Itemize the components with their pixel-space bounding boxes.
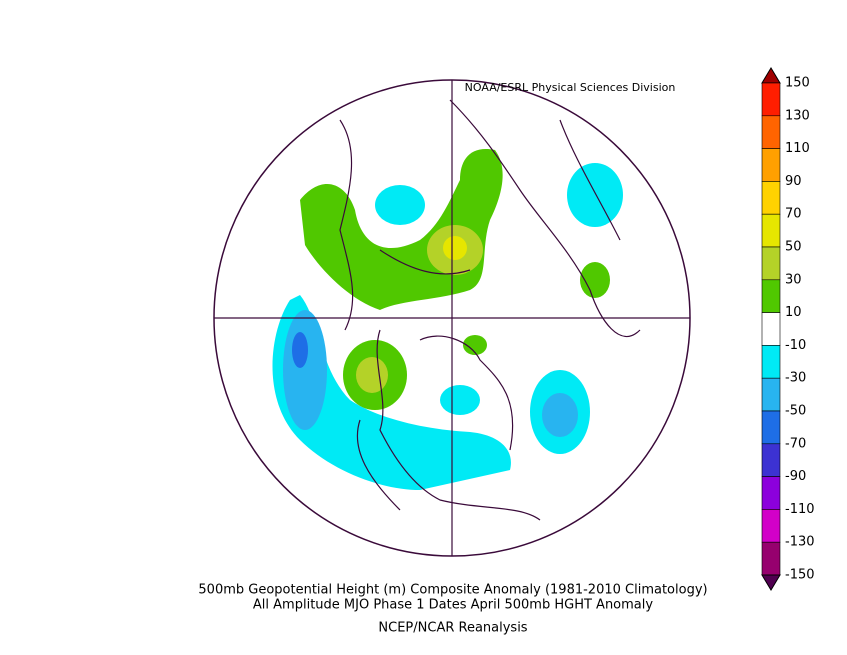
caption: All Amplitude MJO Phase 1 Dates April 50…: [253, 598, 653, 613]
colorbar-label: -70: [785, 436, 806, 451]
colorbar-box: [761, 279, 781, 313]
colorbar-label: 70: [785, 207, 802, 222]
colorbar-label: 110: [785, 141, 810, 156]
negative-anomaly: [283, 310, 327, 430]
colorbar-label: -50: [785, 404, 806, 419]
colorbar-box: [761, 541, 781, 576]
colorbar-box: [761, 82, 781, 117]
colorbar-label: -110: [785, 502, 815, 517]
colorbar-box: [761, 246, 781, 281]
colorbar-box: [761, 181, 781, 215]
positive-anomaly: [356, 357, 388, 393]
colorbar-arrow: [761, 67, 781, 84]
colorbar-box: [761, 115, 781, 149]
colorbar-box: [761, 410, 781, 445]
negative-anomaly: [440, 385, 480, 415]
negative-anomaly: [292, 332, 308, 368]
colorbar-label: 130: [785, 108, 810, 123]
positive-anomaly: [443, 236, 467, 260]
credit: NOAA/ESRL Physical Sciences Division: [465, 81, 676, 94]
colorbar-box: [761, 443, 781, 477]
source: NCEP/NCAR Reanalysis: [378, 621, 527, 636]
colorbar-box: [761, 312, 781, 346]
positive-anomaly: [580, 262, 610, 298]
colorbar-label: -90: [785, 469, 806, 484]
colorbar-label: -150: [785, 568, 815, 583]
negative-anomaly: [375, 185, 425, 225]
colorbar-label: 150: [785, 76, 810, 91]
coastline: [339, 99, 641, 521]
caption: 500mb Geopotential Height (m) Composite …: [198, 583, 707, 598]
colorbar-box: [761, 476, 781, 510]
positive-anomaly: [463, 335, 487, 355]
colorbar-box: [761, 377, 781, 412]
colorbar-box: [761, 509, 781, 543]
colorbar-label: 90: [785, 174, 802, 189]
colorbar-label: -30: [785, 371, 806, 386]
colorbar-box: [761, 213, 781, 248]
negative-anomaly: [272, 295, 511, 490]
colorbar-label: -130: [785, 535, 815, 550]
colorbar-label: 50: [785, 240, 802, 255]
colorbar-label: 30: [785, 272, 802, 287]
colorbar: 150 130 110 90 70 50 30 10 -10 -30 -50 -70 -90 -110 -1…: [761, 67, 815, 591]
colorbar-label: 10: [785, 305, 802, 320]
positive-anomaly: [300, 149, 503, 310]
colorbar-arrow: [761, 574, 781, 591]
negative-anomaly: [567, 163, 623, 227]
negative-anomaly: [542, 393, 578, 437]
colorbar-label: -10: [785, 338, 806, 353]
anomaly-field: [272, 99, 641, 521]
colorbar-box: [761, 148, 781, 182]
colorbar-box: [761, 345, 781, 379]
